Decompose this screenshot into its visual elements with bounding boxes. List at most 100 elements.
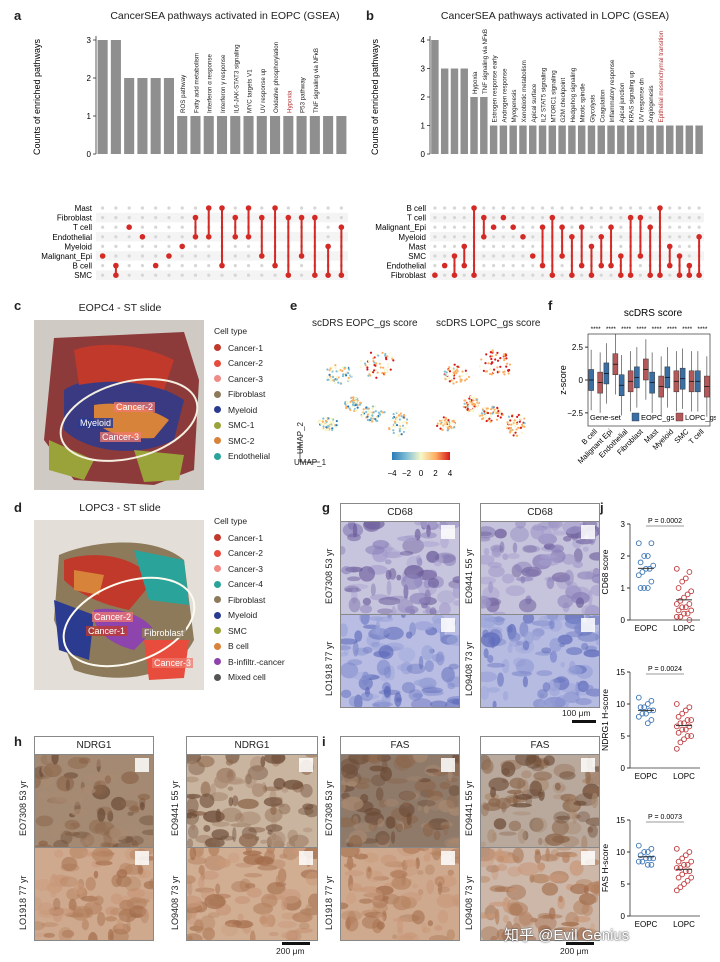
legend-swatch	[675, 412, 684, 422]
matrix-dot	[580, 273, 584, 277]
umap-point	[367, 360, 371, 363]
matrix-dot	[140, 254, 145, 258]
tissue-blob	[278, 803, 291, 815]
tissue-blob	[394, 692, 402, 707]
matrix-dot	[619, 206, 623, 210]
tissue-blob	[251, 783, 266, 798]
tissue-blob	[196, 755, 215, 768]
umap-point	[472, 402, 475, 405]
tissue-blob	[187, 824, 199, 839]
matrix-dot	[452, 244, 457, 248]
umap-point	[373, 363, 376, 367]
colorbar-tick-label: 2	[433, 469, 438, 478]
umap-axis-x: UMAP_1	[294, 458, 327, 467]
matrix-dot	[233, 244, 237, 248]
tissue-blob	[341, 566, 352, 575]
legend-item: Cancer-2	[214, 546, 285, 562]
legend-item: Myeloid	[214, 608, 285, 624]
tissue-blob	[88, 931, 98, 940]
y-tick-label: −2.5	[567, 409, 583, 418]
tissue-blob	[502, 691, 509, 701]
matrix-dot	[180, 254, 184, 258]
matrix-active-dot	[139, 234, 146, 240]
tissue-blob	[353, 777, 372, 784]
thumbnail-inset	[581, 525, 595, 539]
umap-point	[345, 407, 348, 410]
umap-point	[449, 421, 452, 425]
bar	[685, 125, 694, 154]
matrix-active-dot	[258, 214, 265, 221]
umap-point	[447, 419, 450, 422]
tissue-blob	[232, 795, 239, 807]
tissue-blob	[51, 755, 59, 765]
umap-point	[515, 422, 519, 426]
data-point	[643, 855, 649, 862]
data-point	[641, 585, 648, 591]
umap-point	[509, 419, 512, 422]
umap-colorbar	[392, 452, 450, 460]
tissue-blob	[418, 655, 424, 670]
tissue-blob	[582, 546, 589, 552]
h-row-label-lopc-right: LO9408 73 yr	[170, 875, 180, 930]
tissue-blob	[341, 796, 364, 811]
tissue-blob	[225, 759, 234, 766]
umap-point	[402, 427, 405, 430]
tissue-blob	[562, 522, 583, 534]
umap-point	[456, 370, 459, 373]
tissue-blob	[400, 755, 409, 762]
tissue-blob	[198, 876, 205, 890]
tissue-blob	[399, 550, 414, 556]
legend-label: Fibroblast	[228, 594, 266, 605]
tissue-blob	[581, 604, 599, 614]
tissue-blob	[80, 832, 95, 847]
matrix-dot	[433, 244, 437, 248]
significance-label: ****	[682, 326, 693, 333]
matrix-active-dot	[578, 262, 585, 269]
umap-point	[338, 369, 341, 373]
matrix-active-dot	[461, 262, 468, 269]
umap-point	[353, 397, 356, 400]
tissue-blob	[378, 799, 388, 808]
legend-item: Mixed cell	[214, 670, 285, 686]
umap-point	[369, 374, 372, 377]
matrix-dot	[501, 206, 505, 210]
tissue-blob	[530, 524, 544, 540]
matrix-dot	[452, 225, 457, 229]
tissue-blob	[392, 934, 398, 940]
legend-item: Fibroblast	[214, 387, 270, 403]
matrix-active-dot	[618, 253, 624, 259]
tissue-blob	[581, 642, 589, 651]
bar-label: Mitotic spindle	[580, 83, 587, 123]
legend-title: Cell type	[214, 326, 248, 336]
tissue-blob	[363, 522, 385, 530]
umap-point	[466, 402, 469, 405]
bar-label: Hypoxia	[472, 71, 479, 94]
matrix-dot	[462, 235, 466, 239]
tissue-blob	[59, 819, 65, 835]
umap-point	[334, 366, 337, 370]
tissue-blob	[427, 577, 440, 589]
bar	[607, 125, 615, 154]
umap-point	[495, 353, 498, 357]
umap-point	[485, 353, 488, 356]
data-point	[688, 874, 695, 881]
matrix-active-dot	[461, 243, 468, 250]
umap-point	[491, 350, 494, 353]
p-value: P = 0.0024	[648, 666, 682, 673]
matrix-dot	[154, 273, 158, 277]
legend-label: SMC	[228, 625, 247, 636]
legend-label: Myeloid	[228, 610, 258, 621]
tissue-blob	[198, 865, 205, 875]
tissue-texture	[481, 848, 599, 940]
tissue-blob	[231, 920, 254, 929]
matrix-active-dot	[539, 262, 546, 269]
matrix-dot	[273, 273, 277, 277]
umap-point	[393, 420, 396, 423]
h-scale-label: 200 μm	[276, 946, 305, 956]
umap-point	[448, 380, 451, 383]
tissue-blob	[81, 919, 89, 931]
tissue-blob	[308, 893, 317, 909]
legend-item: Endothelial	[214, 449, 270, 465]
tissue-blob	[424, 660, 434, 673]
tissue-blob	[344, 870, 365, 877]
